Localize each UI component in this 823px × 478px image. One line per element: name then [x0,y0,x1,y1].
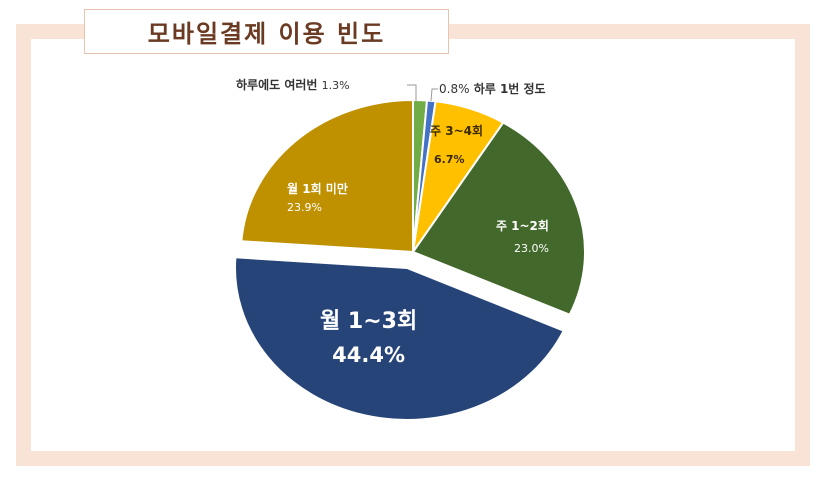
chart-title: 모바일결제 이용 빈도 [147,20,386,48]
pie-slice [240,98,414,254]
label-s0: 하루에도 여러번 1.3% [236,76,350,93]
label-s5: 월 1회 미만 23.9% [287,180,348,214]
leader-line [407,84,417,101]
label-s1: 0.8% 하루 1번 정도 [439,80,546,97]
label-s4: 월 1~3회 44.4% [320,303,417,367]
label-s0-value: 1.3% [321,79,350,92]
leader-line [430,88,438,102]
label-s3-name: 주 1~2회 [495,219,549,233]
label-s1-value: 0.8% [439,82,470,96]
label-s2-value: 6.7% [434,153,465,166]
label-s4-name: 월 1~3회 [320,309,418,334]
title-box: 모바일결제 이용 빈도 [84,9,449,54]
label-s3: 주 1~2회 23.0% [490,217,549,255]
pie-slice [411,121,586,316]
label-s5-value: 23.9% [287,201,322,214]
label-s4-value: 44.4% [332,343,406,367]
label-s2-name: 주 3~4회 [430,124,484,138]
label-s3-value: 23.0% [514,242,549,255]
label-s1-name: 하루 1번 정도 [473,82,546,96]
label-s5-name: 월 1회 미만 [287,182,348,196]
pie-slice [234,256,566,421]
label-s0-name: 하루에도 여러번 [236,78,318,92]
label-s2: 주 3~4회 6.7% [430,122,483,166]
